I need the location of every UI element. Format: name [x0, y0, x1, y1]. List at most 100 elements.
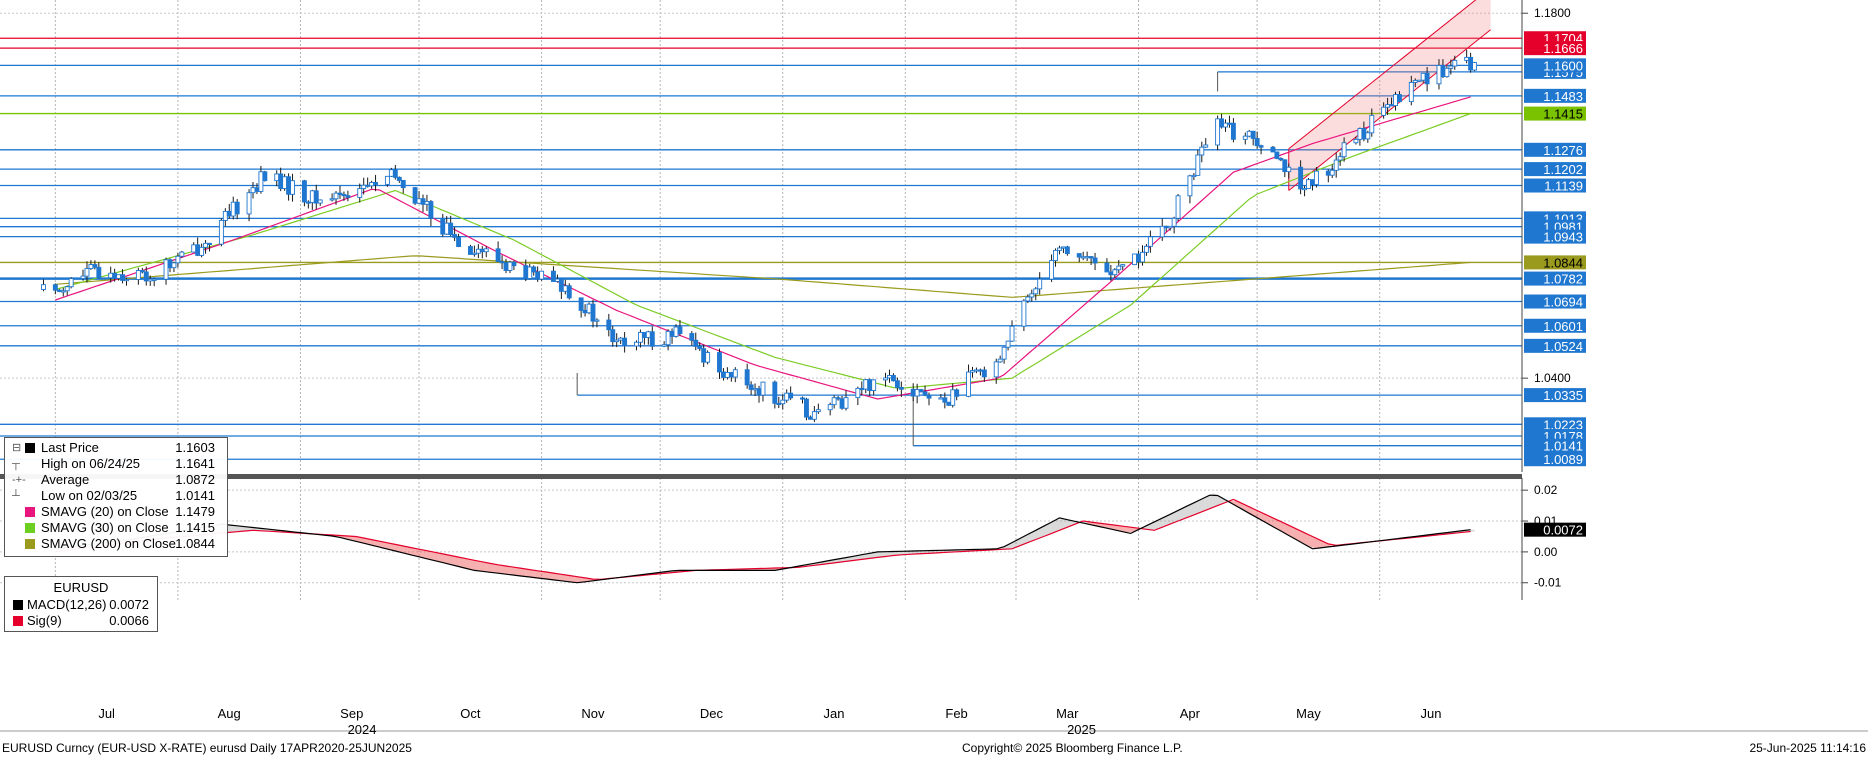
- candle-body: [622, 337, 628, 347]
- macd-fill: [494, 564, 503, 574]
- candle-body: [1001, 346, 1007, 360]
- month-label: Oct: [460, 706, 481, 721]
- macd-fill: [1316, 538, 1325, 549]
- candle-body: [1361, 128, 1367, 140]
- candle-body: [788, 392, 794, 399]
- legend-macd: MACD(12,26) 0.0072: [9, 597, 151, 613]
- candle-body: [1112, 269, 1118, 276]
- candle-body: [645, 331, 651, 338]
- candle-body: [1223, 122, 1228, 128]
- macd-fill: [1197, 497, 1206, 514]
- candle-body: [756, 388, 762, 396]
- candle-body: [1306, 179, 1311, 189]
- candle-body: [776, 402, 782, 405]
- candle-body: [392, 169, 398, 178]
- candle-body: [88, 264, 94, 270]
- candle-body: [586, 303, 592, 314]
- channel-fill: [1288, 0, 1491, 191]
- candle-body: [369, 181, 375, 187]
- candle-body: [139, 270, 145, 273]
- candle-body: [531, 266, 537, 273]
- candle-body: [970, 370, 975, 373]
- candle-body: [1396, 94, 1402, 103]
- legend-signal: Sig(9) 0.0066: [9, 613, 151, 629]
- candle-body: [305, 201, 311, 204]
- candle-body: [578, 297, 584, 311]
- legend-last-price: ⊟ Last Price 1.1603: [12, 440, 215, 455]
- candle-body: [1163, 225, 1169, 229]
- candle-body: [1325, 170, 1331, 176]
- macd-legend: EURUSD MACD(12,26) 0.0072 Sig(9) 0.0066: [4, 576, 158, 632]
- candle-body: [720, 371, 726, 378]
- candle-body: [1270, 146, 1276, 153]
- macd-fill: [241, 526, 250, 532]
- candle-body: [471, 252, 477, 255]
- candle-body: [1132, 253, 1138, 266]
- candle-body: [329, 198, 335, 201]
- macd-fill: [509, 566, 518, 576]
- candle-body: [1215, 118, 1221, 146]
- candle-body: [400, 179, 406, 189]
- candle-body: [151, 278, 157, 281]
- candle-body: [883, 377, 888, 381]
- legend-average: -+- Average 1.0872: [12, 472, 215, 487]
- candle-body: [112, 272, 118, 279]
- candle-body: [867, 379, 873, 392]
- candle-body: [226, 210, 232, 217]
- candle-body: [313, 190, 319, 204]
- candle-body: [1333, 159, 1339, 171]
- macd-fill: [1245, 504, 1254, 516]
- trend-channel: [1288, 0, 1491, 191]
- expand-icon[interactable]: ⊟: [12, 442, 22, 454]
- candle-body: [64, 286, 70, 292]
- candle-body: [499, 261, 505, 264]
- candle-body: [693, 339, 699, 347]
- candle-body: [558, 278, 564, 292]
- footer-copyright: Copyright© 2025 Bloomberg Finance L.P.: [962, 741, 1183, 755]
- macd-fill: [415, 548, 423, 558]
- high-marker-icon: ┬: [12, 458, 20, 470]
- macd-fill: [517, 567, 526, 577]
- price-label: [1524, 41, 1586, 56]
- candle-body: [222, 210, 228, 221]
- candle-body: [1274, 151, 1280, 159]
- candle-body: [1143, 245, 1149, 253]
- candle-body: [68, 278, 74, 288]
- candle-body: [412, 187, 418, 204]
- candle-body: [396, 176, 402, 181]
- candle-body: [1025, 296, 1031, 302]
- candle-body: [863, 379, 869, 390]
- candle-body: [416, 198, 422, 204]
- candle-body: [452, 234, 458, 238]
- candle-body: [1313, 170, 1319, 186]
- candle-body: [1420, 72, 1426, 81]
- price-label: [1524, 271, 1586, 286]
- year-label: 2025: [1067, 722, 1096, 737]
- price-label-text: 1.1139: [1544, 179, 1583, 194]
- candle-body: [946, 401, 952, 406]
- candle-body: [1088, 256, 1094, 259]
- year-label: 2024: [348, 722, 377, 737]
- candle-body: [535, 271, 541, 280]
- candle-body: [52, 284, 58, 291]
- candle-body: [195, 244, 201, 256]
- candle-body: [1278, 157, 1284, 161]
- candle-body: [1009, 325, 1015, 342]
- candle-body: [246, 192, 252, 215]
- candle-body: [124, 279, 129, 282]
- candle-body: [594, 319, 600, 322]
- candle-body: [1448, 65, 1454, 69]
- candle-body: [1302, 188, 1308, 191]
- candle-body: [384, 175, 390, 185]
- candle-body: [1468, 56, 1474, 71]
- candle-body: [1084, 256, 1090, 259]
- candle-body: [1298, 166, 1304, 190]
- candle-body: [143, 271, 149, 282]
- candle-body: [278, 173, 284, 189]
- candle-body: [1357, 128, 1363, 140]
- candle-body: [503, 262, 509, 271]
- candle-body: [388, 169, 394, 177]
- price-label: [1524, 178, 1586, 193]
- macd-fill: [1008, 540, 1016, 550]
- candle-body: [554, 278, 560, 282]
